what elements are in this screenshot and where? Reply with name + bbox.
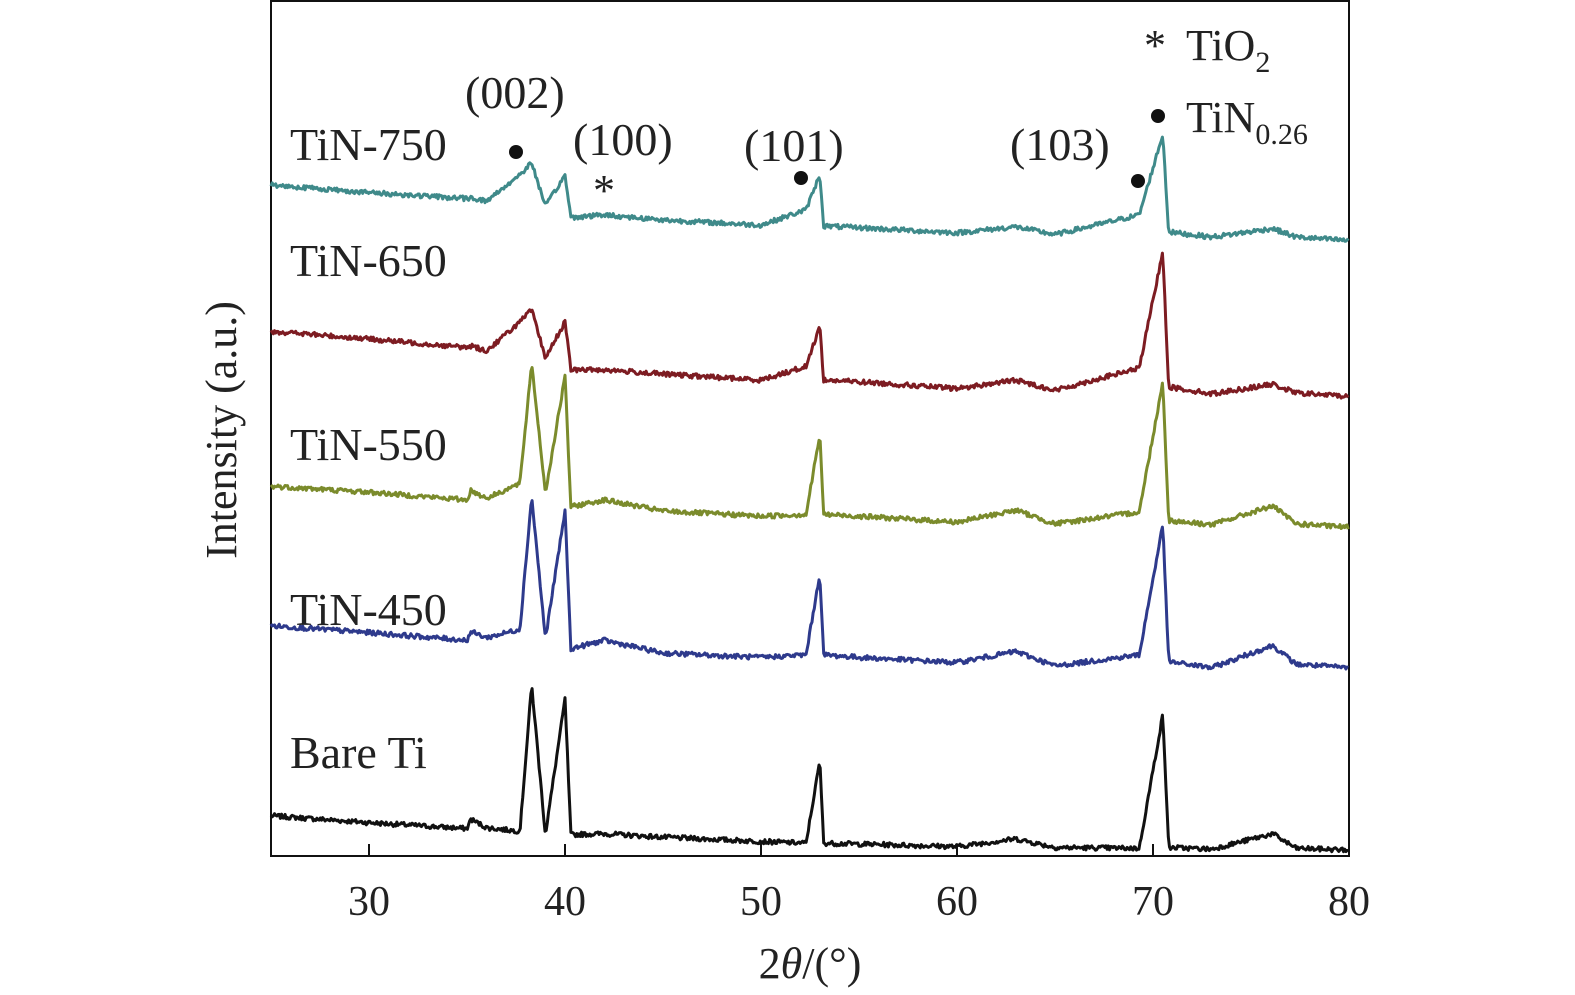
- label-tin-650: TiN-650: [290, 235, 447, 286]
- tio2-peak-marker: *: [593, 166, 615, 215]
- x-tick-label: 30: [348, 879, 390, 925]
- label-tin-550: TiN-550: [290, 419, 447, 470]
- series-line-tin-550: [269, 366, 1350, 530]
- hkl-002: (002): [465, 67, 565, 118]
- x-tick-label: 60: [936, 879, 978, 925]
- plot-frame: [270, 0, 1350, 857]
- tin-peak-marker-002: [509, 145, 523, 159]
- series-line-tin-650: [269, 251, 1350, 400]
- x-tick-label: 80: [1328, 879, 1370, 925]
- x-tick-label: 40: [544, 879, 586, 925]
- x-axis-title: 2θ/(°): [759, 939, 862, 988]
- legend: * TiO2 TiN0.26: [1144, 21, 1308, 151]
- tin-peak-marker-101: [794, 171, 808, 185]
- legend-tio2-symbol: *: [1144, 21, 1166, 70]
- hkl-103: (103): [1010, 119, 1110, 170]
- x-tick-label: 50: [740, 879, 782, 925]
- label-bare-ti: Bare Ti: [290, 727, 427, 778]
- hkl-100: (100): [573, 114, 673, 165]
- y-axis-title: Intensity (a.u.): [197, 301, 246, 559]
- legend-tio2-label: TiO2: [1186, 21, 1270, 79]
- series-line-bare-ti: [269, 687, 1349, 854]
- x-axis-ticks: 30 40 50 60 70 80: [348, 844, 1370, 925]
- plot-border: [270, 0, 1350, 857]
- legend-tin-label: TiN0.26: [1186, 93, 1308, 151]
- hkl-101: (101): [744, 120, 844, 171]
- label-tin-450: TiN-450: [290, 584, 447, 635]
- label-tin-750: TiN-750: [290, 119, 447, 170]
- tin-peak-marker-103: [1131, 174, 1145, 188]
- series-layer: [269, 135, 1350, 854]
- legend-tin-symbol: [1151, 109, 1165, 123]
- x-tick-label: 70: [1132, 879, 1174, 925]
- series-line-tin-750: [269, 135, 1350, 243]
- series-line-tin-450: [269, 499, 1349, 671]
